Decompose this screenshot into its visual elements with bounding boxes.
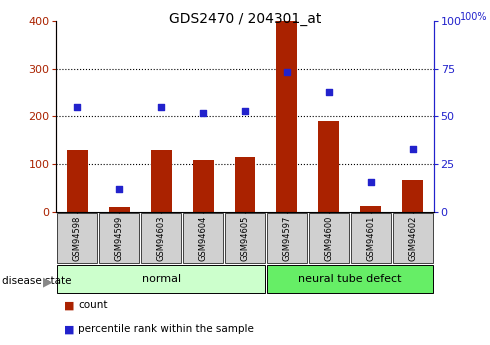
Bar <box>309 213 349 263</box>
Bar <box>360 206 381 212</box>
Bar <box>235 157 255 212</box>
Text: GSM94597: GSM94597 <box>282 215 292 261</box>
Bar <box>392 213 433 263</box>
Bar <box>225 213 265 263</box>
Point <box>367 179 375 184</box>
Bar <box>193 159 214 212</box>
Text: normal: normal <box>142 275 181 284</box>
Text: ■: ■ <box>64 300 74 310</box>
Text: disease state: disease state <box>2 276 72 286</box>
Text: GSM94602: GSM94602 <box>408 215 417 261</box>
Text: GSM94601: GSM94601 <box>366 215 375 261</box>
Bar <box>276 21 297 212</box>
Text: count: count <box>78 300 108 310</box>
Bar <box>267 266 433 293</box>
Point <box>74 104 81 110</box>
Text: GDS2470 / 204301_at: GDS2470 / 204301_at <box>169 12 321 26</box>
Point <box>283 70 291 75</box>
Text: GSM94598: GSM94598 <box>73 215 82 261</box>
Point <box>241 108 249 114</box>
Bar <box>151 150 171 212</box>
Text: 100%: 100% <box>460 12 488 22</box>
Text: ▶: ▶ <box>43 275 53 288</box>
Point <box>115 186 123 192</box>
Point <box>409 146 416 152</box>
Point <box>325 89 333 94</box>
Point <box>157 104 165 110</box>
Bar <box>183 213 223 263</box>
Bar <box>141 213 181 263</box>
Point <box>199 110 207 115</box>
Bar <box>318 121 339 212</box>
Bar <box>57 213 98 263</box>
Bar <box>99 213 139 263</box>
Text: GSM94605: GSM94605 <box>241 215 249 261</box>
Bar <box>267 213 307 263</box>
Bar <box>351 213 391 263</box>
Text: GSM94603: GSM94603 <box>157 215 166 261</box>
Bar <box>402 180 423 212</box>
Bar <box>109 207 130 212</box>
Bar <box>67 150 88 212</box>
Text: GSM94604: GSM94604 <box>198 215 208 261</box>
Text: GSM94599: GSM94599 <box>115 215 124 261</box>
Text: percentile rank within the sample: percentile rank within the sample <box>78 325 254 334</box>
Bar <box>57 266 265 293</box>
Text: ■: ■ <box>64 325 74 334</box>
Text: neural tube defect: neural tube defect <box>298 275 402 284</box>
Text: GSM94600: GSM94600 <box>324 215 333 261</box>
